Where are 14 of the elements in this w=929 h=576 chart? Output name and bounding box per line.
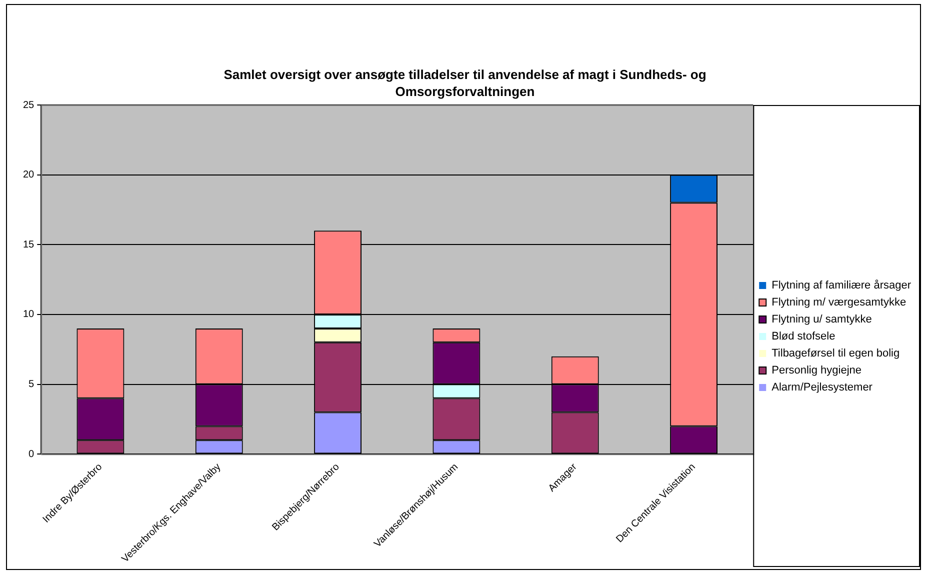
legend-label: Blød stofsele: [772, 330, 836, 343]
chart-title: Samlet oversigt over ansøgte tilladelser til anvendelse af magt i Sundheds- og Omsorgsforvaltningen: [222, 66, 708, 100]
legend-label: Flytning af familiære årsager: [772, 280, 912, 292]
legend-label: Flytning u/ samtykke: [772, 314, 872, 326]
y-tick-label: 15: [23, 239, 35, 250]
legend-label: Tilbageførsel til egen bolig: [772, 348, 900, 360]
legend-label: Alarm/Pejlesystemer: [772, 382, 873, 394]
legend-label: Personlig hygiejne: [772, 364, 862, 377]
y-tick-label: 20: [23, 170, 35, 181]
legend-label: Flytning m/ værgesamtykke: [772, 296, 906, 309]
y-tick-label: 0: [28, 448, 35, 460]
y-tick-label: 25: [23, 100, 35, 111]
y-tick-label: 10: [23, 309, 35, 320]
y-tick-label: 5: [28, 379, 35, 390]
